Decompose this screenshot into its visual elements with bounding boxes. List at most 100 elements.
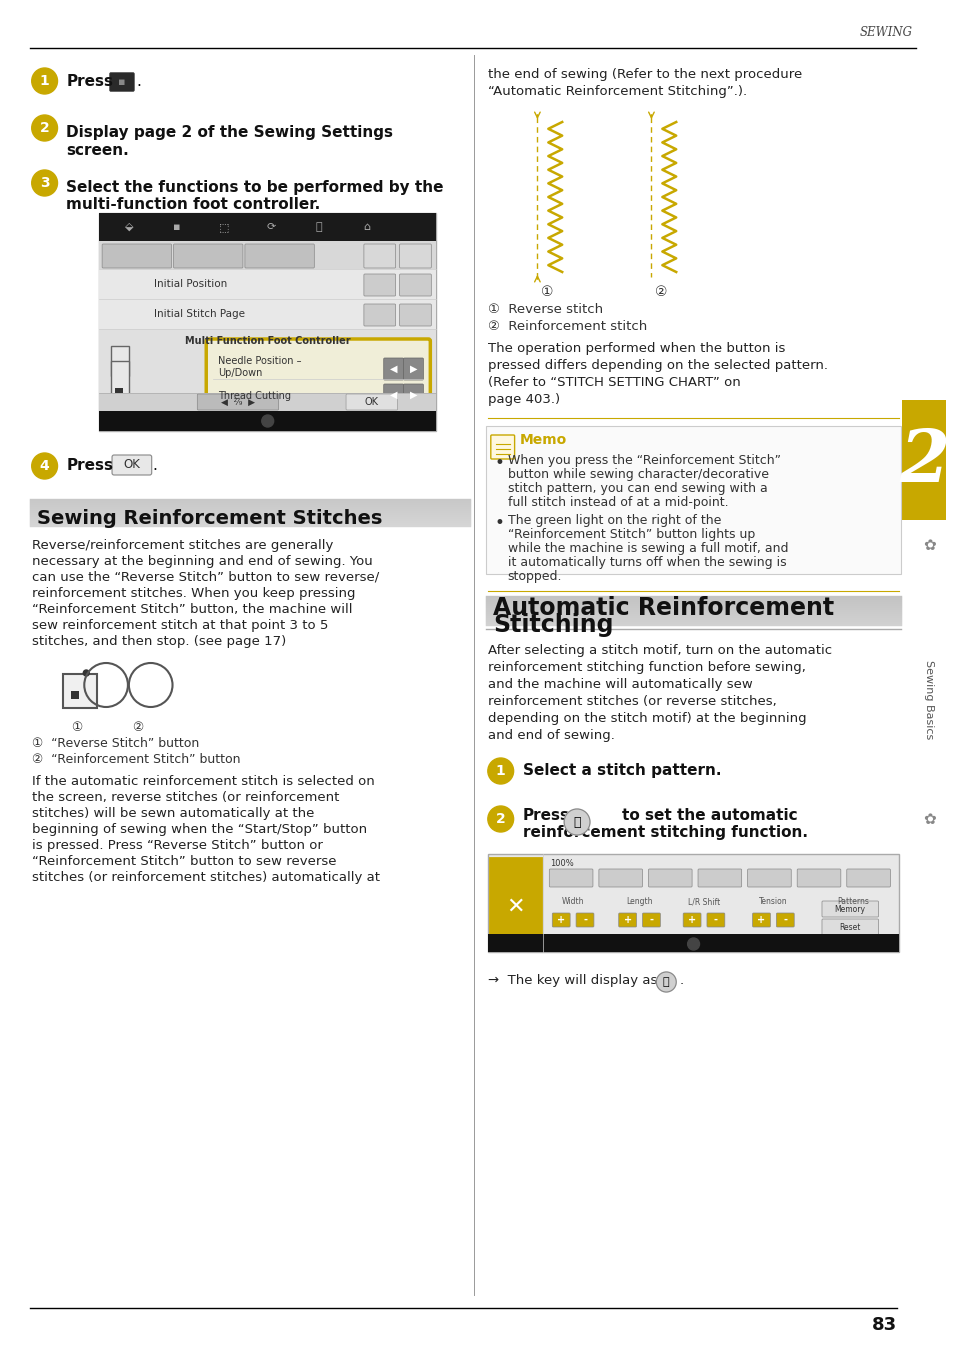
Text: OK: OK — [123, 459, 140, 471]
Bar — [99, 393, 436, 410]
FancyBboxPatch shape — [363, 304, 395, 325]
FancyBboxPatch shape — [641, 913, 659, 927]
FancyBboxPatch shape — [648, 869, 691, 887]
Text: OK: OK — [364, 397, 378, 406]
Text: reinforcement stitches (or reverse stitches,: reinforcement stitches (or reverse stitc… — [487, 695, 776, 707]
Text: The green light on the right of the: The green light on the right of the — [507, 514, 720, 526]
Bar — [111, 360, 129, 401]
Text: Patterns: Patterns — [836, 898, 868, 906]
Text: reinforcement stitches. When you keep pressing: reinforcement stitches. When you keep pr… — [31, 587, 355, 599]
FancyBboxPatch shape — [552, 913, 570, 927]
Text: is pressed. Press “Reverse Stitch” button or: is pressed. Press “Reverse Stitch” butto… — [31, 838, 322, 852]
Text: .: . — [152, 459, 157, 474]
Text: Automatic Reinforcement: Automatic Reinforcement — [493, 595, 833, 620]
Text: Initial Position: Initial Position — [153, 279, 227, 289]
Text: while the machine is sewing a full motif, and: while the machine is sewing a full motif… — [507, 541, 787, 555]
Bar — [99, 213, 436, 431]
Text: Reset: Reset — [839, 922, 860, 931]
Bar — [99, 329, 436, 431]
Text: -: - — [582, 915, 586, 925]
Text: ⌂: ⌂ — [363, 221, 370, 232]
Text: .: . — [679, 973, 682, 987]
FancyBboxPatch shape — [682, 913, 700, 927]
Text: →  The key will display as: → The key will display as — [487, 973, 657, 987]
Text: ②: ② — [655, 285, 667, 298]
Circle shape — [487, 806, 513, 832]
FancyBboxPatch shape — [399, 244, 431, 269]
FancyBboxPatch shape — [245, 244, 314, 269]
Text: 2: 2 — [898, 427, 948, 498]
Text: ②  Reinforcement stitch: ② Reinforcement stitch — [487, 320, 646, 333]
Bar — [64, 674, 97, 707]
Text: necessary at the beginning and end of sewing. You: necessary at the beginning and end of se… — [31, 555, 372, 568]
FancyBboxPatch shape — [576, 913, 594, 927]
Text: beginning of sewing when the “Start/Stop” button: beginning of sewing when the “Start/Stop… — [31, 824, 367, 836]
Text: Initial Stitch Page: Initial Stitch Page — [153, 309, 244, 319]
FancyBboxPatch shape — [598, 869, 641, 887]
Text: Needle Position –: Needle Position – — [218, 356, 301, 366]
Circle shape — [656, 972, 676, 992]
Text: stitch pattern, you can end sewing with a: stitch pattern, you can end sewing with … — [507, 482, 766, 495]
Text: ①  “Reverse Stitch” button: ① “Reverse Stitch” button — [31, 737, 199, 751]
FancyBboxPatch shape — [110, 73, 134, 92]
Bar — [99, 269, 436, 298]
Text: Up/Down: Up/Down — [218, 369, 262, 378]
Text: 🔒: 🔒 — [315, 221, 322, 232]
Circle shape — [261, 414, 274, 427]
FancyBboxPatch shape — [797, 869, 840, 887]
Text: full stitch instead of at a mid-point.: full stitch instead of at a mid-point. — [507, 495, 727, 509]
Text: +: + — [623, 915, 631, 925]
Text: 100%: 100% — [550, 860, 574, 868]
Text: pressed differs depending on the selected pattern.: pressed differs depending on the selecte… — [487, 359, 827, 373]
Circle shape — [687, 938, 699, 950]
Text: L/R Shift: L/R Shift — [687, 898, 720, 906]
Text: Sewing Basics: Sewing Basics — [923, 660, 933, 740]
Bar — [902, 400, 945, 520]
Text: •: • — [495, 514, 504, 532]
Text: ◀  ²⁄₉  ▶: ◀ ²⁄₉ ▶ — [221, 397, 254, 406]
Text: After selecting a stitch motif, turn on the automatic: After selecting a stitch motif, turn on … — [487, 644, 831, 657]
Text: ②: ② — [132, 721, 143, 734]
Text: ✿: ✿ — [922, 813, 935, 828]
FancyBboxPatch shape — [618, 913, 636, 927]
Text: multi-function foot controller.: multi-function foot controller. — [67, 197, 320, 212]
Text: and the machine will automatically sew: and the machine will automatically sew — [487, 678, 752, 691]
FancyBboxPatch shape — [706, 913, 724, 927]
Text: screen.: screen. — [67, 143, 129, 158]
Text: Reverse/reinforcement stitches are generally: Reverse/reinforcement stitches are gener… — [31, 539, 333, 552]
Text: ②  “Reinforcement Stitch” button: ② “Reinforcement Stitch” button — [31, 753, 240, 765]
Text: reinforcement stitching function.: reinforcement stitching function. — [522, 825, 806, 841]
FancyBboxPatch shape — [206, 339, 430, 405]
Text: +: + — [757, 915, 764, 925]
FancyBboxPatch shape — [173, 244, 243, 269]
Bar — [115, 387, 123, 396]
FancyBboxPatch shape — [403, 358, 423, 379]
Text: ①  Reverse stitch: ① Reverse stitch — [487, 302, 602, 316]
Text: Sewing Reinforcement Stitches: Sewing Reinforcement Stitches — [36, 509, 381, 528]
Text: 1: 1 — [496, 764, 505, 778]
Text: stopped.: stopped. — [507, 570, 561, 583]
Text: 2: 2 — [496, 811, 505, 826]
Text: +: + — [557, 915, 565, 925]
Text: “Automatic Reinforcement Stitching”.).: “Automatic Reinforcement Stitching”.). — [487, 85, 746, 99]
Text: Multi Function Foot Controller: Multi Function Foot Controller — [185, 336, 350, 346]
FancyBboxPatch shape — [102, 244, 172, 269]
Bar — [487, 934, 899, 952]
Circle shape — [31, 454, 57, 479]
Bar — [485, 427, 901, 574]
Text: Length: Length — [625, 898, 652, 906]
Text: ✿: ✿ — [922, 537, 935, 552]
FancyBboxPatch shape — [399, 274, 431, 296]
Text: Stitching: Stitching — [493, 613, 613, 637]
FancyBboxPatch shape — [776, 913, 794, 927]
Circle shape — [31, 115, 57, 140]
Text: 2: 2 — [40, 122, 50, 135]
Text: ①: ① — [71, 721, 82, 734]
FancyBboxPatch shape — [747, 869, 790, 887]
Bar — [99, 213, 436, 242]
Text: ◀: ◀ — [390, 364, 397, 374]
Text: 🎧: 🎧 — [573, 815, 580, 829]
Text: page 403.): page 403.) — [487, 393, 559, 406]
Text: The operation performed when the button is: The operation performed when the button … — [487, 342, 784, 355]
Text: “Reinforcement Stitch” button to sew reverse: “Reinforcement Stitch” button to sew rev… — [31, 855, 335, 868]
